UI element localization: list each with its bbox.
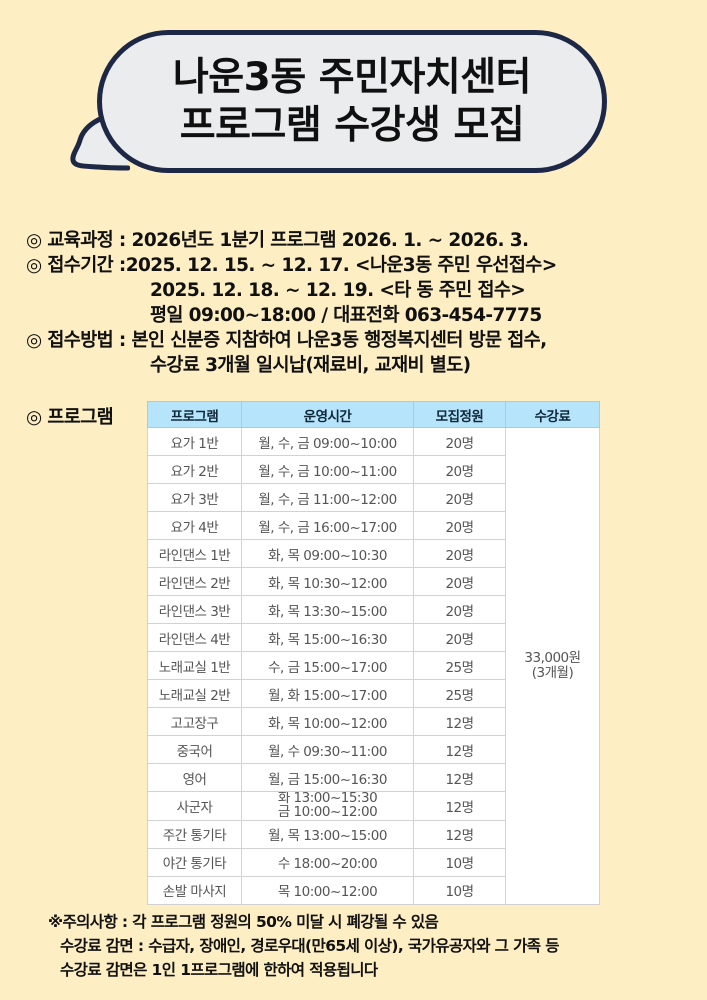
info-payment-terms: 수강료 3개월 일시납(재료비, 교재비 별도) bbox=[150, 355, 471, 376]
cell-program: 야간 통기타 bbox=[147, 847, 242, 877]
speech-bubble: 나운3동 주민자치센터 프로그램 수강생 모집 bbox=[97, 30, 607, 173]
cell-capacity: 12명 bbox=[413, 819, 506, 849]
cell-time: 월, 목 13:00~15:00 bbox=[241, 819, 414, 849]
th-program: 프로그램 bbox=[147, 401, 242, 428]
info-application-period: ◎ 접수기간 :2025. 12. 15. ~ 12. 17. <나운3동 주민… bbox=[26, 255, 557, 276]
table-row: 라인댄스 3반 화, 목 13:30~15:00 20명 bbox=[147, 595, 600, 624]
fee-period: (3개월) bbox=[531, 664, 574, 681]
table-row: 노래교실 2반 월, 화 15:00~17:00 25명 bbox=[147, 679, 600, 708]
cell-program: 중국어 bbox=[147, 735, 242, 764]
cell-time: 월, 수, 금 11:00~12:00 bbox=[241, 483, 414, 512]
info-application-period-other: 2025. 12. 18. ~ 12. 19. <타 동 주민 접수> bbox=[150, 280, 526, 301]
cell-program: 고고장구 bbox=[147, 707, 242, 736]
table-row: 영어 월, 금 15:00~16:30 12명 bbox=[147, 763, 600, 792]
table-row: 야간 통기타 수 18:00~20:00 10명 bbox=[147, 847, 600, 877]
cell-fee-merged: 33,000원 (3개월) bbox=[505, 427, 600, 905]
cell-capacity: 10명 bbox=[413, 875, 506, 905]
fee-amount: 33,000원 bbox=[524, 650, 581, 667]
page-title-line-2: 프로그램 수강생 모집 bbox=[179, 102, 525, 148]
cell-capacity: 12명 bbox=[413, 707, 506, 736]
cell-time: 수 18:00~20:00 bbox=[241, 847, 414, 877]
cell-capacity: 12명 bbox=[413, 735, 506, 764]
footer-notes: ※주의사항 : 각 프로그램 정원의 50% 미달 시 폐강될 수 있음 수강료… bbox=[48, 910, 688, 982]
th-capacity: 모집정원 bbox=[413, 401, 506, 428]
cell-capacity: 10명 bbox=[413, 847, 506, 877]
cell-time: 월, 수, 금 09:00~10:00 bbox=[241, 427, 414, 456]
cell-program: 요가 2반 bbox=[147, 455, 242, 484]
cell-capacity: 20명 bbox=[413, 483, 506, 512]
table-row: 라인댄스 2반 화, 목 10:30~12:00 20명 bbox=[147, 567, 600, 596]
cell-program: 요가 1반 bbox=[147, 427, 242, 456]
table-header-row: 프로그램 운영시간 모집정원 수강료 bbox=[147, 401, 600, 428]
cell-capacity: 25명 bbox=[413, 651, 506, 680]
info-application-method: ◎ 접수방법 : 본인 신분증 지참하여 나운3동 행정복지센터 방문 접수, bbox=[26, 330, 547, 351]
cell-time: 화, 목 10:00~12:00 bbox=[241, 707, 414, 736]
cell-program: 라인댄스 3반 bbox=[147, 595, 242, 624]
cell-time: 화 13:00~15:30 금 10:00~12:00 bbox=[241, 791, 414, 821]
cell-capacity: 25명 bbox=[413, 679, 506, 708]
cell-program: 요가 4반 bbox=[147, 511, 242, 540]
table-row: 라인댄스 1반 화, 목 09:00~10:30 20명 bbox=[147, 539, 600, 568]
note-cancellation: ※주의사항 : 각 프로그램 정원의 50% 미달 시 폐강될 수 있음 bbox=[48, 913, 439, 931]
cell-program: 라인댄스 4반 bbox=[147, 623, 242, 652]
table-row: 요가 1반 월, 수, 금 09:00~10:00 20명 33,000원 (3개월) bbox=[147, 427, 600, 905]
program-table: 프로그램 운영시간 모집정원 수강료 요가 1반 월, 수, 금 09:00~10… bbox=[147, 401, 600, 905]
info-block: ◎ 교육과정 : 2026년도 1분기 프로그램 2026. 1. ~ 2026… bbox=[26, 228, 686, 378]
table-row: 요가 4반 월, 수, 금 16:00~17:00 20명 bbox=[147, 511, 600, 540]
cell-program: 라인댄스 2반 bbox=[147, 567, 242, 596]
table-row: 고고장구 화, 목 10:00~12:00 12명 bbox=[147, 707, 600, 736]
cell-program: 노래교실 1반 bbox=[147, 651, 242, 680]
cell-time: 화, 목 15:00~16:30 bbox=[241, 623, 414, 652]
cell-time: 월, 수 09:30~11:00 bbox=[241, 735, 414, 764]
table-row: 요가 3반 월, 수, 금 11:00~12:00 20명 bbox=[147, 483, 600, 512]
cell-capacity: 20명 bbox=[413, 539, 506, 568]
cell-capacity: 20명 bbox=[413, 455, 506, 484]
table-row: 중국어 월, 수 09:30~11:00 12명 bbox=[147, 735, 600, 764]
cell-program: 요가 3반 bbox=[147, 483, 242, 512]
cell-program: 노래교실 2반 bbox=[147, 679, 242, 708]
table-row: 요가 2반 월, 수, 금 10:00~11:00 20명 bbox=[147, 455, 600, 484]
cell-time: 월, 수, 금 16:00~17:00 bbox=[241, 511, 414, 540]
cell-time-line-1: 화 13:00~15:30 bbox=[277, 791, 378, 806]
cell-program: 라인댄스 1반 bbox=[147, 539, 242, 568]
cell-capacity: 20명 bbox=[413, 511, 506, 540]
cell-program: 손발 마사지 bbox=[147, 875, 242, 905]
table-row: 주간 통기타 월, 목 13:00~15:00 12명 bbox=[147, 819, 600, 849]
cell-capacity: 12명 bbox=[413, 763, 506, 792]
cell-program: 영어 bbox=[147, 763, 242, 792]
program-section-label: ◎ 프로그램 bbox=[26, 407, 114, 428]
cell-time: 화, 목 13:30~15:00 bbox=[241, 595, 414, 624]
cell-time: 수, 금 15:00~17:00 bbox=[241, 651, 414, 680]
info-office-hours-phone: 평일 09:00~18:00 / 대표전화 063-454-7775 bbox=[150, 305, 542, 326]
cell-time: 월, 수, 금 10:00~11:00 bbox=[241, 455, 414, 484]
table-body: 요가 1반 월, 수, 금 09:00~10:00 20명 33,000원 (3개월) 요… bbox=[147, 427, 600, 905]
cell-time: 화, 목 09:00~10:30 bbox=[241, 539, 414, 568]
cell-time: 화, 목 10:30~12:00 bbox=[241, 567, 414, 596]
info-course-period: ◎ 교육과정 : 2026년도 1분기 프로그램 2026. 1. ~ 2026… bbox=[26, 230, 529, 251]
table-row: 사군자 화 13:00~15:30 금 10:00~12:00 12명 bbox=[147, 791, 600, 821]
cell-capacity: 20명 bbox=[413, 595, 506, 624]
cell-program: 사군자 bbox=[147, 791, 242, 821]
cell-time: 월, 화 15:00~17:00 bbox=[241, 679, 414, 708]
cell-capacity: 20명 bbox=[413, 567, 506, 596]
cell-capacity: 12명 bbox=[413, 791, 506, 821]
table-row: 손발 마사지 목 10:00~12:00 10명 bbox=[147, 875, 600, 905]
note-fee-reduction-limit: 수강료 감면은 1인 1프로그램에 한하여 적용됩니다 bbox=[60, 961, 378, 979]
cell-time: 월, 금 15:00~16:30 bbox=[241, 763, 414, 792]
th-time: 운영시간 bbox=[241, 401, 414, 428]
th-fee: 수강료 bbox=[505, 401, 600, 428]
title-banner: 나운3동 주민자치센터 프로그램 수강생 모집 bbox=[0, 18, 707, 203]
table-row: 노래교실 1반 수, 금 15:00~17:00 25명 bbox=[147, 651, 600, 680]
cell-capacity: 20명 bbox=[413, 427, 506, 456]
page-title-line-1: 나운3동 주민자치센터 bbox=[172, 54, 532, 100]
program-table-wrapper: 프로그램 운영시간 모집정원 수강료 요가 1반 월, 수, 금 09:00~10… bbox=[147, 401, 600, 905]
cell-time-line-2: 금 10:00~12:00 bbox=[277, 803, 378, 820]
cell-program: 주간 통기타 bbox=[147, 819, 242, 849]
cell-time: 목 10:00~12:00 bbox=[241, 875, 414, 905]
note-fee-reduction-eligibility: 수강료 감면 : 수급자, 장애인, 경로우대(만65세 이상), 국가유공자와… bbox=[60, 937, 560, 955]
cell-capacity: 20명 bbox=[413, 623, 506, 652]
